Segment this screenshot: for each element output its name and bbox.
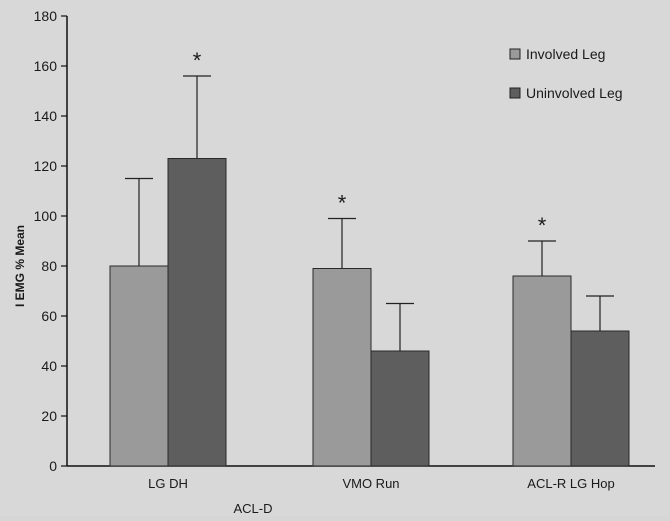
significance-star: * <box>193 48 202 73</box>
y-tick-label: 120 <box>34 158 58 174</box>
y-tick-label: 20 <box>41 408 57 424</box>
significance-star: * <box>538 213 547 238</box>
y-tick-label: 80 <box>41 258 57 274</box>
bar-uninvolved <box>370 350 430 467</box>
group-label: ACL-D <box>233 501 272 516</box>
bar-uninvolved <box>570 330 630 467</box>
bar-uninvolved <box>167 158 227 467</box>
significance-star: * <box>338 191 347 216</box>
y-tick-label: 180 <box>34 8 58 24</box>
bar-involved <box>512 275 572 467</box>
legend-swatch-uninvolved <box>509 87 521 99</box>
bar-involved <box>312 268 372 467</box>
y-tick-label: 40 <box>41 358 57 374</box>
legend-swatch-involved <box>509 48 521 60</box>
legend-label: Uninvolved Leg <box>526 85 623 101</box>
y-tick-label: 140 <box>34 108 58 124</box>
y-tick-label: 160 <box>34 58 58 74</box>
x-category-label: LG DH <box>148 476 188 491</box>
y-tick-label: 0 <box>49 458 57 474</box>
x-category-label: VMO Run <box>342 476 399 491</box>
bar-involved <box>109 265 169 467</box>
bars <box>109 75 630 467</box>
y-tick-label: 100 <box>34 208 58 224</box>
y-axis-label: I EMG % Mean <box>13 225 27 307</box>
labels: I EMG % Mean LG DH VMO Run ACL-R LG Hop * * * A… <box>13 48 615 516</box>
legend-label: Involved Leg <box>526 46 605 62</box>
legend: Involved Leg Uninvolved Leg <box>509 46 623 101</box>
x-category-label: ACL-R LG Hop <box>527 476 614 491</box>
y-tick-label: 60 <box>41 308 57 324</box>
